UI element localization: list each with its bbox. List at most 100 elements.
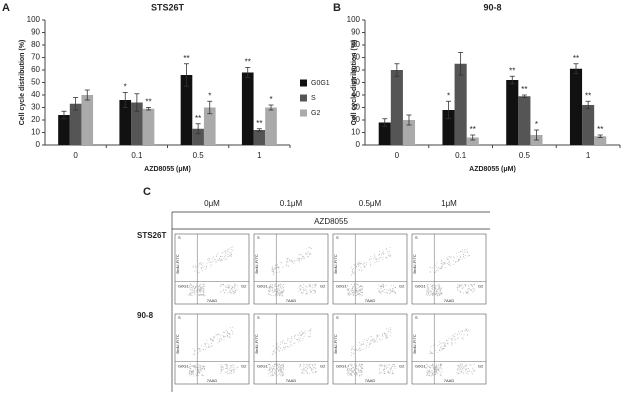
event-dot <box>271 289 273 291</box>
event-dot <box>289 259 291 261</box>
event-dot <box>189 367 191 369</box>
event-dot <box>275 373 277 375</box>
event-dot <box>206 342 208 344</box>
event-dot <box>459 367 461 369</box>
y-tick-label: 40 <box>351 90 360 99</box>
event-dot <box>361 367 363 369</box>
event-dot <box>364 262 366 264</box>
event-dot <box>235 368 237 370</box>
event-dot <box>217 333 219 335</box>
event-dot <box>363 265 365 267</box>
event-dot <box>269 290 271 292</box>
event-dot <box>224 292 226 294</box>
significance-label: ** <box>256 119 262 128</box>
event-dot <box>308 366 310 368</box>
event-dot <box>194 264 196 266</box>
event-dot <box>291 259 293 261</box>
event-dot <box>283 287 285 289</box>
event-dot <box>306 372 308 374</box>
event-dot <box>449 264 451 266</box>
event-dot <box>303 289 305 291</box>
event-dot <box>388 370 390 372</box>
event-dot <box>206 346 208 348</box>
event-dot <box>232 289 234 291</box>
event-dot <box>346 289 348 291</box>
event-dot <box>303 372 305 374</box>
significance-label: * <box>535 120 538 129</box>
event-dot <box>220 338 222 340</box>
event-dot <box>440 293 442 295</box>
event-dot <box>269 293 271 295</box>
event-dot <box>309 289 311 291</box>
event-dot <box>360 365 362 367</box>
event-dot <box>206 267 208 269</box>
event-dot <box>219 372 221 374</box>
x-axis-title: AZD8055 (μM) <box>469 166 516 173</box>
event-dot <box>201 374 203 376</box>
event-dot <box>346 367 348 369</box>
event-dot <box>436 363 438 365</box>
event-dot <box>451 339 453 341</box>
event-dot <box>269 286 271 288</box>
significance-label: * <box>269 95 272 104</box>
event-dot <box>385 367 387 369</box>
event-dot <box>221 369 223 371</box>
event-dot <box>464 365 466 367</box>
event-dot <box>313 287 315 289</box>
column-label: 0μM <box>204 199 220 208</box>
event-dot <box>221 252 223 254</box>
event-dot <box>392 364 394 366</box>
event-dot <box>348 368 350 370</box>
event-dot <box>437 368 439 370</box>
event-dot <box>435 370 437 372</box>
event-dot <box>425 292 427 294</box>
event-dot <box>429 295 431 297</box>
event-dot <box>268 291 270 293</box>
event-dot <box>435 264 437 266</box>
event-dot <box>314 367 316 369</box>
x-axis-title: 7AAD <box>444 298 455 303</box>
event-dot <box>281 288 283 290</box>
event-dot <box>365 264 367 266</box>
event-dot <box>227 369 229 371</box>
event-dot <box>386 334 388 336</box>
event-dot <box>428 371 430 373</box>
event-dot <box>351 363 353 365</box>
event-dot <box>352 269 354 271</box>
event-dot <box>303 257 305 259</box>
event-dot <box>370 342 372 344</box>
significance-label: ** <box>521 85 527 94</box>
event-dot <box>465 370 467 372</box>
event-dot <box>282 368 284 370</box>
event-dot <box>465 328 467 330</box>
event-dot <box>354 370 356 372</box>
event-dot <box>447 261 449 263</box>
event-dot <box>229 285 231 287</box>
event-dot <box>431 372 433 374</box>
event-dot <box>280 371 282 373</box>
event-dot <box>438 287 440 289</box>
event-dot <box>303 370 305 372</box>
event-dot <box>191 373 193 375</box>
event-dot <box>304 288 306 290</box>
event-dot <box>195 374 197 376</box>
event-dot <box>197 374 199 376</box>
event-dot <box>464 251 466 253</box>
event-dot <box>271 370 273 372</box>
event-dot <box>441 263 443 265</box>
event-dot <box>279 343 281 345</box>
event-dot <box>426 289 428 291</box>
event-dot <box>464 285 466 287</box>
event-dot <box>440 365 442 367</box>
event-dot <box>432 267 434 269</box>
event-dot <box>467 331 469 333</box>
event-dot <box>438 266 440 268</box>
event-dot <box>211 345 213 347</box>
event-dot <box>196 366 198 368</box>
event-dot <box>192 373 194 375</box>
x-tick-label: 1 <box>586 151 591 160</box>
event-dot <box>278 292 280 294</box>
event-dot <box>464 255 466 257</box>
